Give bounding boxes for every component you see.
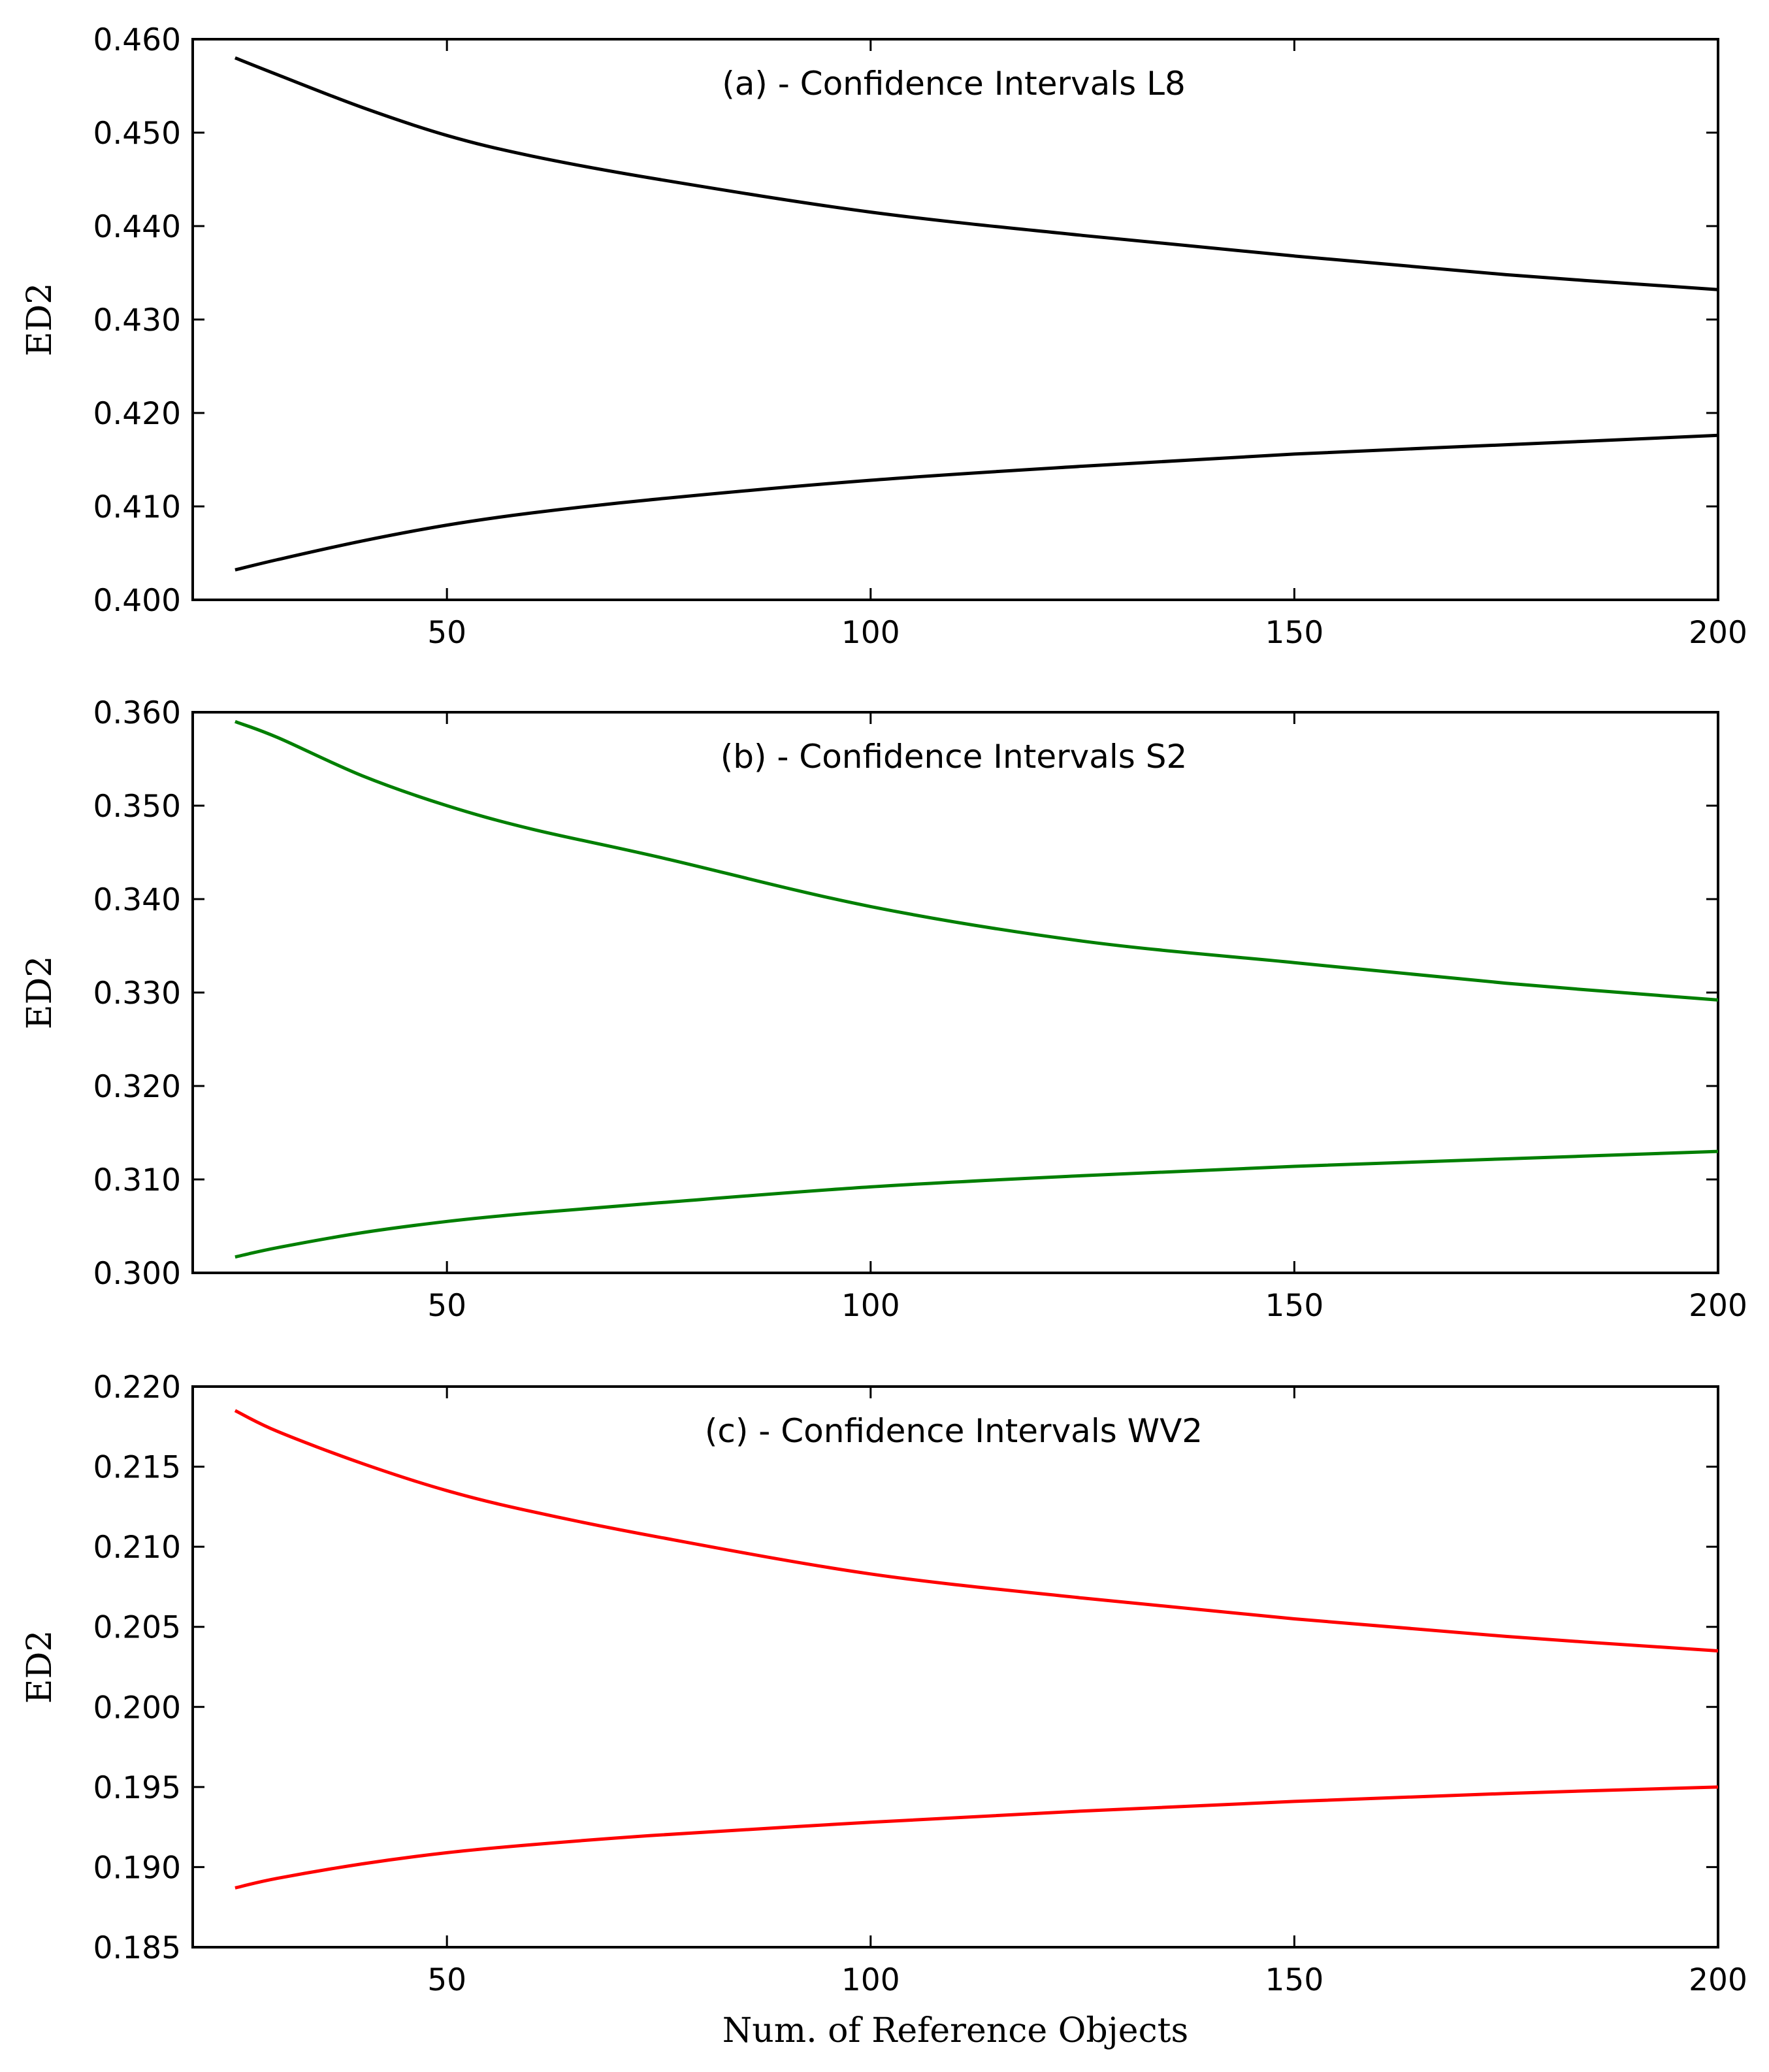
x-tick-label: 100 [841,1288,900,1324]
plot-frame [191,38,1719,601]
y-tick-label: 0.185 [93,1930,181,1966]
y-axis-label: ED2 [20,1630,59,1704]
panel-title: (b) - Confidence Intervals S2 [721,738,1188,776]
chart-panel-3: 0.185 0.190 0.195 0.200 0.205 0.210 0.215 0.220… [20,1370,1747,2050]
y-axis-label: ED2 [20,956,59,1030]
y-tick-label: 0.205 [93,1610,181,1646]
x-tick-label: 100 [841,1962,900,1998]
y-tick-label: 0.350 [93,789,181,825]
y-tick-label: 0.450 [93,116,181,152]
y-tick-label: 0.310 [93,1162,181,1198]
x-tick-label: 150 [1265,1288,1324,1324]
series-line-upper [235,719,1719,1002]
chart-panel-2: 0.300 0.310 0.320 0.330 0.340 0.350 0.360 50 100… [20,695,1747,1324]
series-line-lower [235,433,1719,572]
series-line-upper [234,1409,1719,1653]
y-tick-label: 0.200 [93,1690,181,1726]
y-tick-label: 0.320 [93,1069,181,1105]
x-tick-label: 200 [1689,1962,1747,1998]
plot-frame [191,1385,1719,1949]
y-tick-label: 0.195 [93,1770,181,1806]
x-tick-label: 150 [1265,615,1324,651]
y-tick-label: 0.330 [93,976,181,1011]
series-line-lower [235,1149,1719,1259]
y-tick-label: 0.215 [93,1450,181,1486]
chart-panel-1: 0.400 0.410 0.420 0.430 0.440 0.450 0.460 50 100… [20,22,1747,651]
x-tick-label: 200 [1689,615,1747,651]
x-tick-label: 50 [427,1288,466,1324]
y-tick-label: 0.420 [93,396,181,432]
series-line-lower [235,1785,1719,1890]
y-axis-label: ED2 [20,283,59,357]
y-tick-label: 0.340 [93,882,181,918]
y-tick-label: 0.410 [93,489,181,525]
y-tick-label: 0.300 [93,1256,181,1292]
panel-title: (a) - Confidence Intervals L8 [722,65,1186,103]
y-tick-label: 0.220 [93,1370,181,1406]
x-tick-label: 200 [1689,1288,1747,1324]
x-tick-label: 50 [427,1962,466,1998]
y-tick-label: 0.190 [93,1850,181,1886]
y-tick-label: 0.460 [93,22,181,58]
y-tick-label: 0.210 [93,1530,181,1566]
y-tick-label: 0.360 [93,695,181,731]
x-axis-label: Num. of Reference Objects [722,2011,1188,2050]
x-tick-label: 50 [427,615,466,651]
x-tick-label: 100 [841,615,900,651]
y-tick-label: 0.400 [93,583,181,619]
y-tick-label: 0.430 [93,303,181,338]
panels: 0.400 0.410 0.420 0.430 0.440 0.450 0.460 50 100… [20,22,1747,2050]
series-line-upper [234,56,1719,291]
x-tick-label: 150 [1265,1962,1324,1998]
panel-title: (c) - Confidence Intervals WV2 [705,1412,1203,1450]
y-tick-label: 0.440 [93,209,181,245]
